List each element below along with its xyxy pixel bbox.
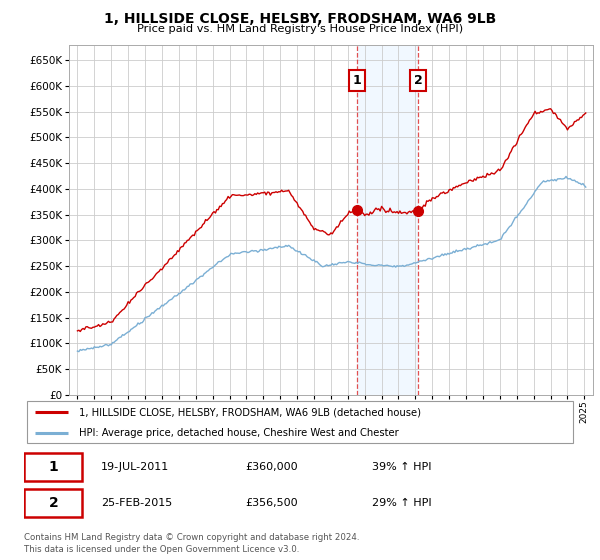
Text: 1, HILLSIDE CLOSE, HELSBY, FRODSHAM, WA6 9LB: 1, HILLSIDE CLOSE, HELSBY, FRODSHAM, WA6… [104, 12, 496, 26]
Text: £360,000: £360,000 [245, 461, 298, 472]
Text: 1: 1 [49, 460, 58, 474]
Text: HPI: Average price, detached house, Cheshire West and Chester: HPI: Average price, detached house, Ches… [79, 428, 399, 438]
Text: Contains HM Land Registry data © Crown copyright and database right 2024.
This d: Contains HM Land Registry data © Crown c… [24, 533, 359, 554]
FancyBboxPatch shape [24, 452, 82, 480]
FancyBboxPatch shape [24, 489, 82, 517]
FancyBboxPatch shape [27, 401, 572, 444]
Text: 1, HILLSIDE CLOSE, HELSBY, FRODSHAM, WA6 9LB (detached house): 1, HILLSIDE CLOSE, HELSBY, FRODSHAM, WA6… [79, 407, 421, 417]
Text: £356,500: £356,500 [245, 498, 298, 508]
Text: 1: 1 [353, 74, 361, 87]
Text: 2: 2 [49, 496, 58, 510]
Text: 39% ↑ HPI: 39% ↑ HPI [372, 461, 431, 472]
Text: 29% ↑ HPI: 29% ↑ HPI [372, 498, 431, 508]
Text: Price paid vs. HM Land Registry's House Price Index (HPI): Price paid vs. HM Land Registry's House … [137, 24, 463, 34]
Text: 19-JUL-2011: 19-JUL-2011 [101, 461, 170, 472]
Bar [357, 45, 418, 395]
Text: 2: 2 [413, 74, 422, 87]
Text: 25-FEB-2015: 25-FEB-2015 [101, 498, 173, 508]
